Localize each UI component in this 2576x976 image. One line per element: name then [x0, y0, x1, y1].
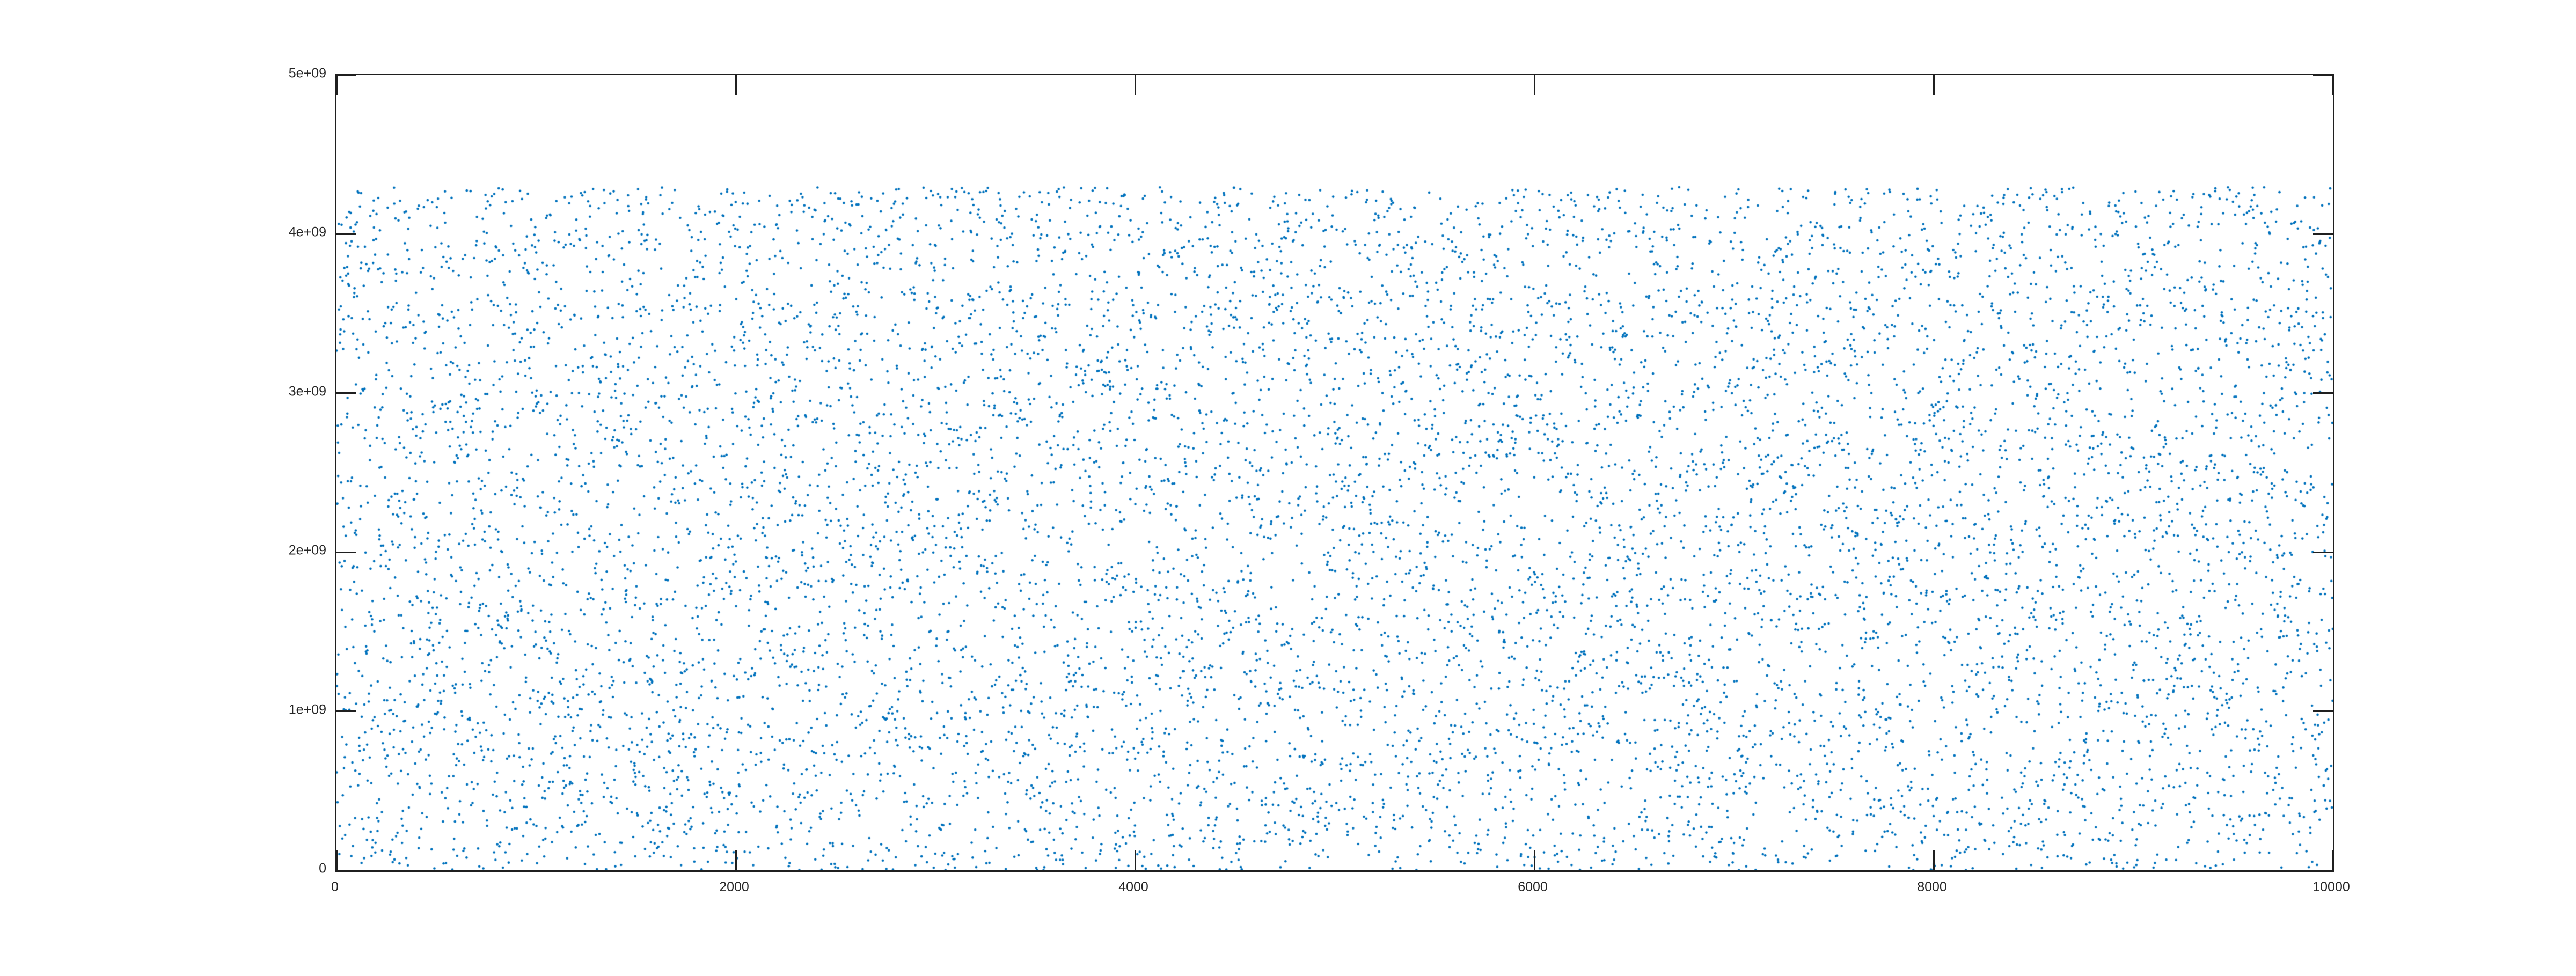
y-axis-tick-right: [2313, 710, 2333, 713]
x-tick-label: 8000: [1917, 879, 1947, 894]
y-axis-tick-left: [336, 74, 356, 76]
y-axis-tick-right: [2313, 74, 2333, 76]
y-tick-label: 5e+09: [288, 65, 326, 81]
x-tick-label: 2000: [719, 879, 749, 894]
x-axis-tick-bottom: [1933, 850, 1935, 870]
x-axis-tick-bottom: [735, 850, 737, 870]
y-axis-tick-left: [336, 551, 356, 553]
x-axis-tick-bottom: [2332, 850, 2334, 870]
x-tick-label: 0: [331, 879, 339, 894]
y-axis-tick-left: [336, 710, 356, 713]
x-axis-tick-bottom: [335, 850, 338, 870]
y-tick-label: 2e+09: [288, 542, 326, 558]
scatter-points-canvas: [336, 75, 2333, 870]
x-axis-tick-top: [1933, 75, 1935, 95]
x-axis-tick-top: [1533, 75, 1535, 95]
y-tick-label: 0: [319, 861, 326, 876]
y-axis-tick-left: [336, 392, 356, 394]
x-tick-label: 10000: [2312, 879, 2350, 894]
y-axis-tick-left: [336, 233, 356, 235]
y-axis-tick-left: [336, 869, 356, 871]
y-tick-label: 3e+09: [288, 384, 326, 399]
y-axis-tick-right: [2313, 233, 2333, 235]
x-tick-label: 4000: [1118, 879, 1148, 894]
x-axis-tick-top: [735, 75, 737, 95]
x-axis-tick-bottom: [1134, 850, 1136, 870]
y-tick-label: 1e+09: [288, 702, 326, 717]
x-axis-tick-top: [2332, 75, 2334, 95]
plot-frame: [335, 74, 2334, 872]
y-axis-tick-right: [2313, 392, 2333, 394]
y-axis-tick-right: [2313, 551, 2333, 553]
x-tick-label: 6000: [1518, 879, 1548, 894]
x-axis-tick-top: [1134, 75, 1136, 95]
x-axis-tick-top: [335, 75, 338, 95]
x-axis-tick-bottom: [1533, 850, 1535, 870]
y-axis-tick-right: [2313, 869, 2333, 871]
y-tick-label: 4e+09: [288, 224, 326, 240]
